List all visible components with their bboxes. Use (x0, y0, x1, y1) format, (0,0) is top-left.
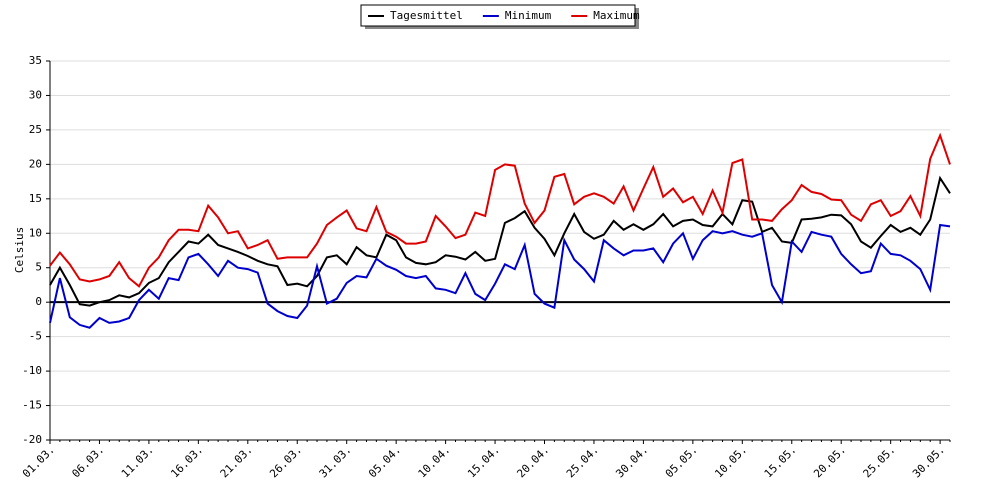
x-tick-label: 15.05. (762, 443, 799, 480)
legend-label: Tagesmittel (390, 9, 463, 22)
x-tick-label: 31.03. (317, 443, 354, 480)
x-tick-label: 05.04. (366, 443, 403, 480)
legend-label: Minimum (505, 9, 552, 22)
x-tick-label: 05.05. (663, 443, 700, 480)
y-tick-label: 15 (29, 192, 42, 205)
legend-label: Maximum (593, 9, 640, 22)
x-tick-label: 30.05. (910, 443, 947, 480)
y-tick-label: -10 (22, 364, 42, 377)
x-tick-label: 11.03. (119, 443, 156, 480)
y-tick-label: 30 (29, 88, 42, 101)
y-tick-label: -15 (22, 399, 42, 412)
y-tick-label: 0 (35, 295, 42, 308)
y-tick-label: 35 (29, 54, 42, 67)
x-tick-label: 20.04. (514, 443, 551, 480)
x-tick-label: 15.04. (465, 443, 502, 480)
x-tick-label: 21.03. (218, 443, 255, 480)
data-line (49, 132, 951, 288)
x-tick-label: 06.03. (69, 443, 106, 480)
x-tick-label: 10.05. (712, 443, 749, 480)
x-tick-label: 20.05. (811, 443, 848, 480)
y-tick-label: -5 (29, 330, 42, 343)
x-tick-label: 01.03. (20, 443, 57, 480)
data-line (49, 223, 951, 329)
data-line (49, 175, 951, 307)
y-tick-label: 25 (29, 123, 42, 136)
x-tick-label: 25.05. (861, 443, 898, 480)
y-tick-label: 10 (29, 226, 42, 239)
y-axis-label: Celsius (13, 227, 26, 273)
y-tick-label: 5 (35, 261, 42, 274)
legend: Tagesmittel Minimum Maximum (360, 4, 640, 29)
x-tick-label: 16.03. (168, 443, 205, 480)
x-tick-label: 25.04. (564, 443, 601, 480)
x-tick-label: 10.04. (416, 443, 453, 480)
y-tick-label: 20 (29, 157, 42, 170)
x-tick-label: 26.03. (267, 443, 304, 480)
x-tick-label: 30.04. (613, 443, 650, 480)
y-tick-label: -20 (22, 433, 42, 446)
